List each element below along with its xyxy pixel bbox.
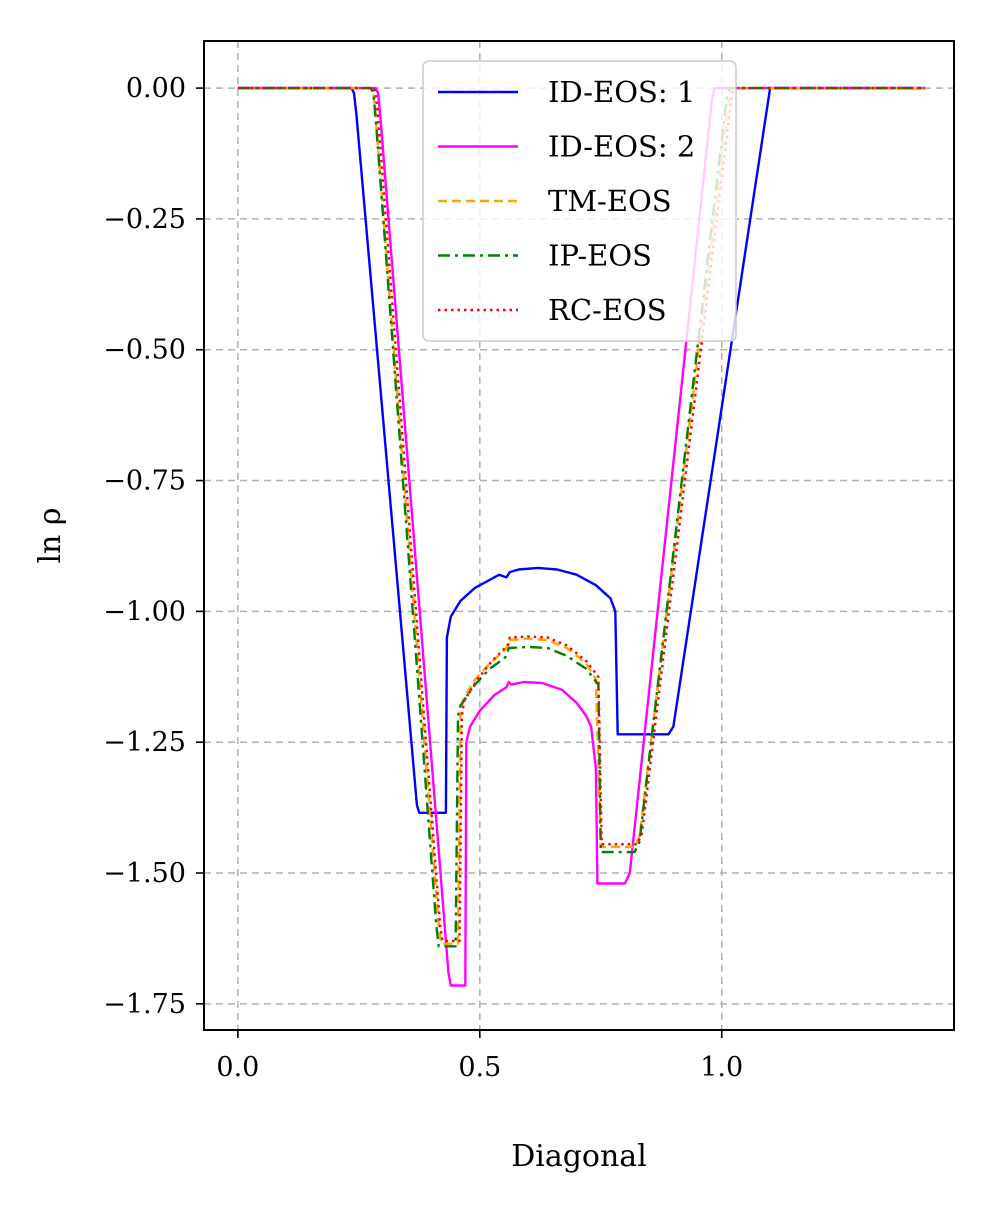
y-tick-label: −1.75	[103, 989, 186, 1020]
y-tick-label: −1.25	[103, 727, 186, 758]
legend-label-1: ID-EOS: 1	[548, 75, 695, 109]
series-line-5	[237, 86, 925, 943]
series-line-1	[237, 86, 925, 814]
y-tick-label: −0.75	[103, 466, 186, 497]
legend-label-4: IP-EOS	[548, 239, 652, 273]
y-tick-label: −1.00	[103, 596, 186, 627]
y-tick-label: −0.25	[103, 204, 186, 235]
y-tick-label: −1.50	[103, 858, 186, 889]
legend-label-5: RC-EOS	[548, 293, 667, 327]
legend-box	[422, 60, 737, 342]
series-line-3	[237, 86, 925, 945]
series-line-2	[237, 86, 925, 987]
axis-ticks: 0.0 0.5 1.0 0.00 −0.25 −0.50 −0.75 −1.00 −1.25 −1…	[103, 73, 743, 1083]
x-axis-label: Diagonal	[511, 1139, 647, 1174]
x-tick-label: 1.0	[700, 1052, 743, 1083]
y-tick-label: −0.50	[103, 335, 186, 366]
plot-frame	[203, 40, 955, 1031]
y-tick-label: 0.00	[126, 73, 186, 104]
y-axis-label: ln ρ	[33, 507, 68, 563]
x-tick-label: 0.5	[458, 1052, 501, 1083]
x-tick-label: 0.0	[216, 1052, 259, 1083]
series-lines	[237, 86, 925, 987]
legend-label-3: TM-EOS	[548, 184, 672, 218]
legend-label-2: ID-EOS: 2	[548, 130, 695, 164]
series-line-4	[237, 86, 925, 948]
legend: ID-EOS: 1 ID-EOS: 2 TM-EOS IP-EOS RC-EOS	[422, 60, 737, 342]
